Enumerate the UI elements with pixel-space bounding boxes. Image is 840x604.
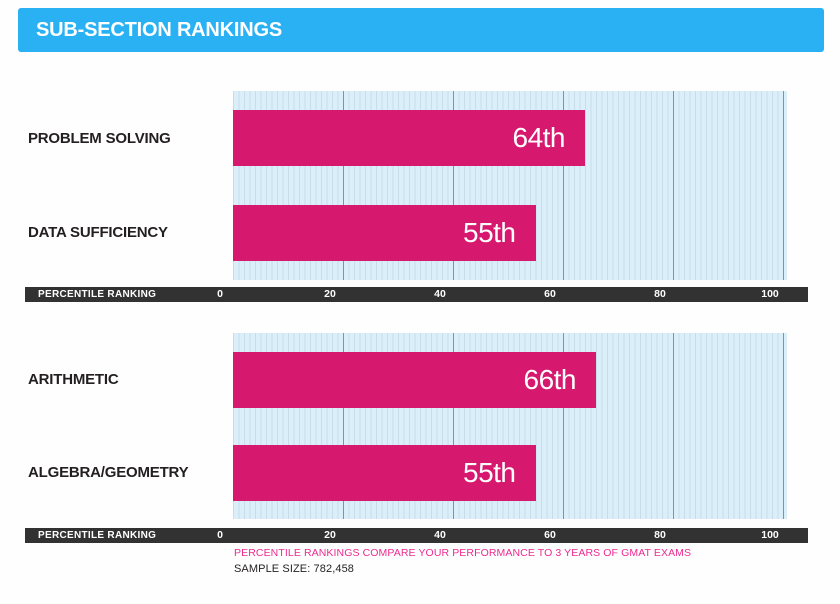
axis-tick-label: 40 [434,288,446,300]
percentile-bar: 55th [233,444,536,501]
major-gridline [563,333,564,519]
category-label: ARITHMETIC [28,371,119,388]
footer-sample-size: SAMPLE SIZE: 782,458 [234,563,355,575]
major-gridline [453,333,454,519]
major-gridline [563,91,564,280]
axis-tick-label: 80 [654,529,666,541]
category-label-column: PROBLEM SOLVING DATA SUFFICIENCY [28,91,224,280]
major-gridline [343,333,344,519]
plot-area: 64th 55th [233,91,787,280]
major-gridline [453,91,454,280]
category-label: DATA SUFFICIENCY [28,224,168,242]
major-gridline [783,91,784,280]
axis-tick-label: 0 [217,288,223,300]
category-label: ALGEBRA/GEOMETRY [28,464,189,481]
bar-value-label: 55th [463,216,516,248]
bar-value-label: 66th [523,363,577,395]
axis-tick-label: 100 [761,288,779,300]
axis-tick-label: 40 [434,529,446,541]
major-gridline [783,333,784,519]
bar-value-label: 64th [512,122,566,154]
page-title: SUB-SECTION RANKINGS [36,18,283,41]
percentile-bar: 66th [233,351,596,408]
major-gridline [673,333,674,519]
axis-tick-label: 60 [544,288,556,300]
bar-value-label: 55th [463,456,516,488]
percentile-bar: 55th [233,204,536,261]
footer-note: PERCENTILE RANKINGS COMPARE YOUR PERFORM… [234,547,692,559]
axis-tick-label: 0 [217,529,223,541]
percentile-bar: 64th [233,110,585,167]
percentile-axis-bar: PERCENTILE RANKING 0 20 40 60 80 100 [25,287,808,302]
axis-tick-label: 20 [324,529,336,541]
category-label: PROBLEM SOLVING [28,129,171,147]
axis-tick-label: 20 [324,288,336,300]
axis-tick-label: 60 [544,529,556,541]
percentile-axis-bar: PERCENTILE RANKING 0 20 40 60 80 100 [25,528,808,543]
major-gridline [343,91,344,280]
axis-tick-label: 80 [654,288,666,300]
axis-title: PERCENTILE RANKING [38,289,157,300]
axis-title: PERCENTILE RANKING [38,530,157,541]
axis-tick-label: 100 [761,529,779,541]
major-gridline [673,91,674,280]
plot-area: 66th 55th [233,333,787,519]
category-label-column: ARITHMETIC ALGEBRA/GEOMETRY [28,333,224,519]
section-header-banner: SUB-SECTION RANKINGS [18,8,824,52]
